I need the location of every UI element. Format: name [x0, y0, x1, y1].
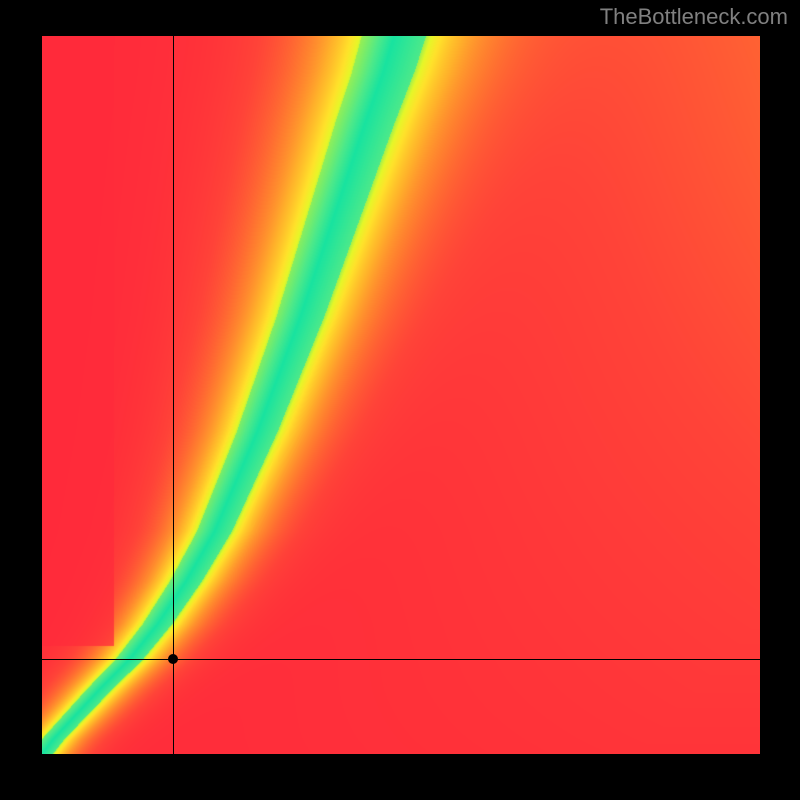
crosshair-horizontal — [42, 659, 760, 660]
crosshair-vertical — [173, 36, 174, 754]
heatmap-canvas — [42, 36, 760, 754]
watermark-text: TheBottleneck.com — [600, 4, 788, 30]
heatmap-plot — [42, 36, 760, 754]
crosshair-marker — [168, 654, 178, 664]
